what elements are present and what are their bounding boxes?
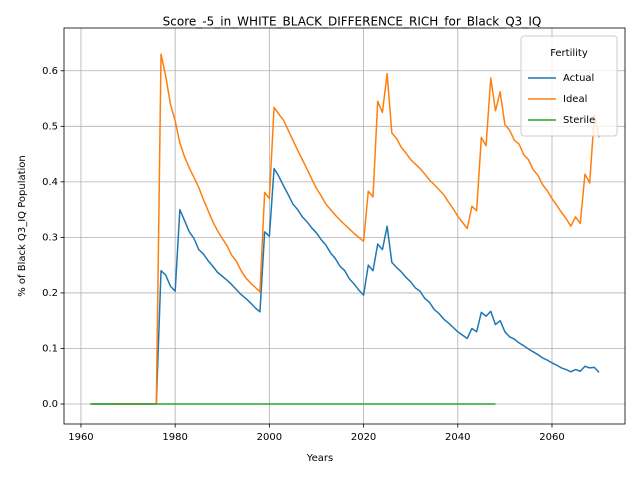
y-tick-label: 0.2 — [42, 288, 58, 299]
x-tick-label: 1980 — [162, 432, 187, 443]
x-tick-label: 2040 — [445, 432, 470, 443]
y-tick-label: 0.3 — [42, 232, 58, 243]
plot-frame — [63, 27, 626, 425]
data-line — [109, 53, 600, 405]
y-tick-label: 0.5 — [42, 121, 58, 132]
legend-label: Actual — [563, 73, 594, 84]
chart-title: Score_-5_in_WHITE_BLACK_DIFFERENCE_RICH_… — [163, 15, 542, 29]
y-tick-label: 0.1 — [42, 343, 58, 354]
x-tick-label: 2000 — [257, 432, 282, 443]
legend-box — [520, 35, 618, 137]
y-axis-label: % of Black Q3_IQ Population — [17, 155, 28, 297]
y-tick-label: 0.4 — [42, 177, 58, 188]
x-tick-label: 1960 — [68, 432, 93, 443]
x-axis-label: Years — [306, 453, 333, 464]
legend-label: Sterile — [563, 115, 595, 126]
data-line — [90, 167, 600, 405]
x-tick-label: 2020 — [351, 432, 376, 443]
legend-title: Fertility — [550, 48, 588, 59]
legend-label: Ideal — [563, 94, 587, 105]
y-tick-label: 0.0 — [42, 399, 58, 410]
y-tick-label: 0.6 — [42, 66, 58, 77]
legend: Fertility Actual Ideal Sterile — [520, 35, 618, 137]
x-tick-label: 2060 — [539, 432, 564, 443]
